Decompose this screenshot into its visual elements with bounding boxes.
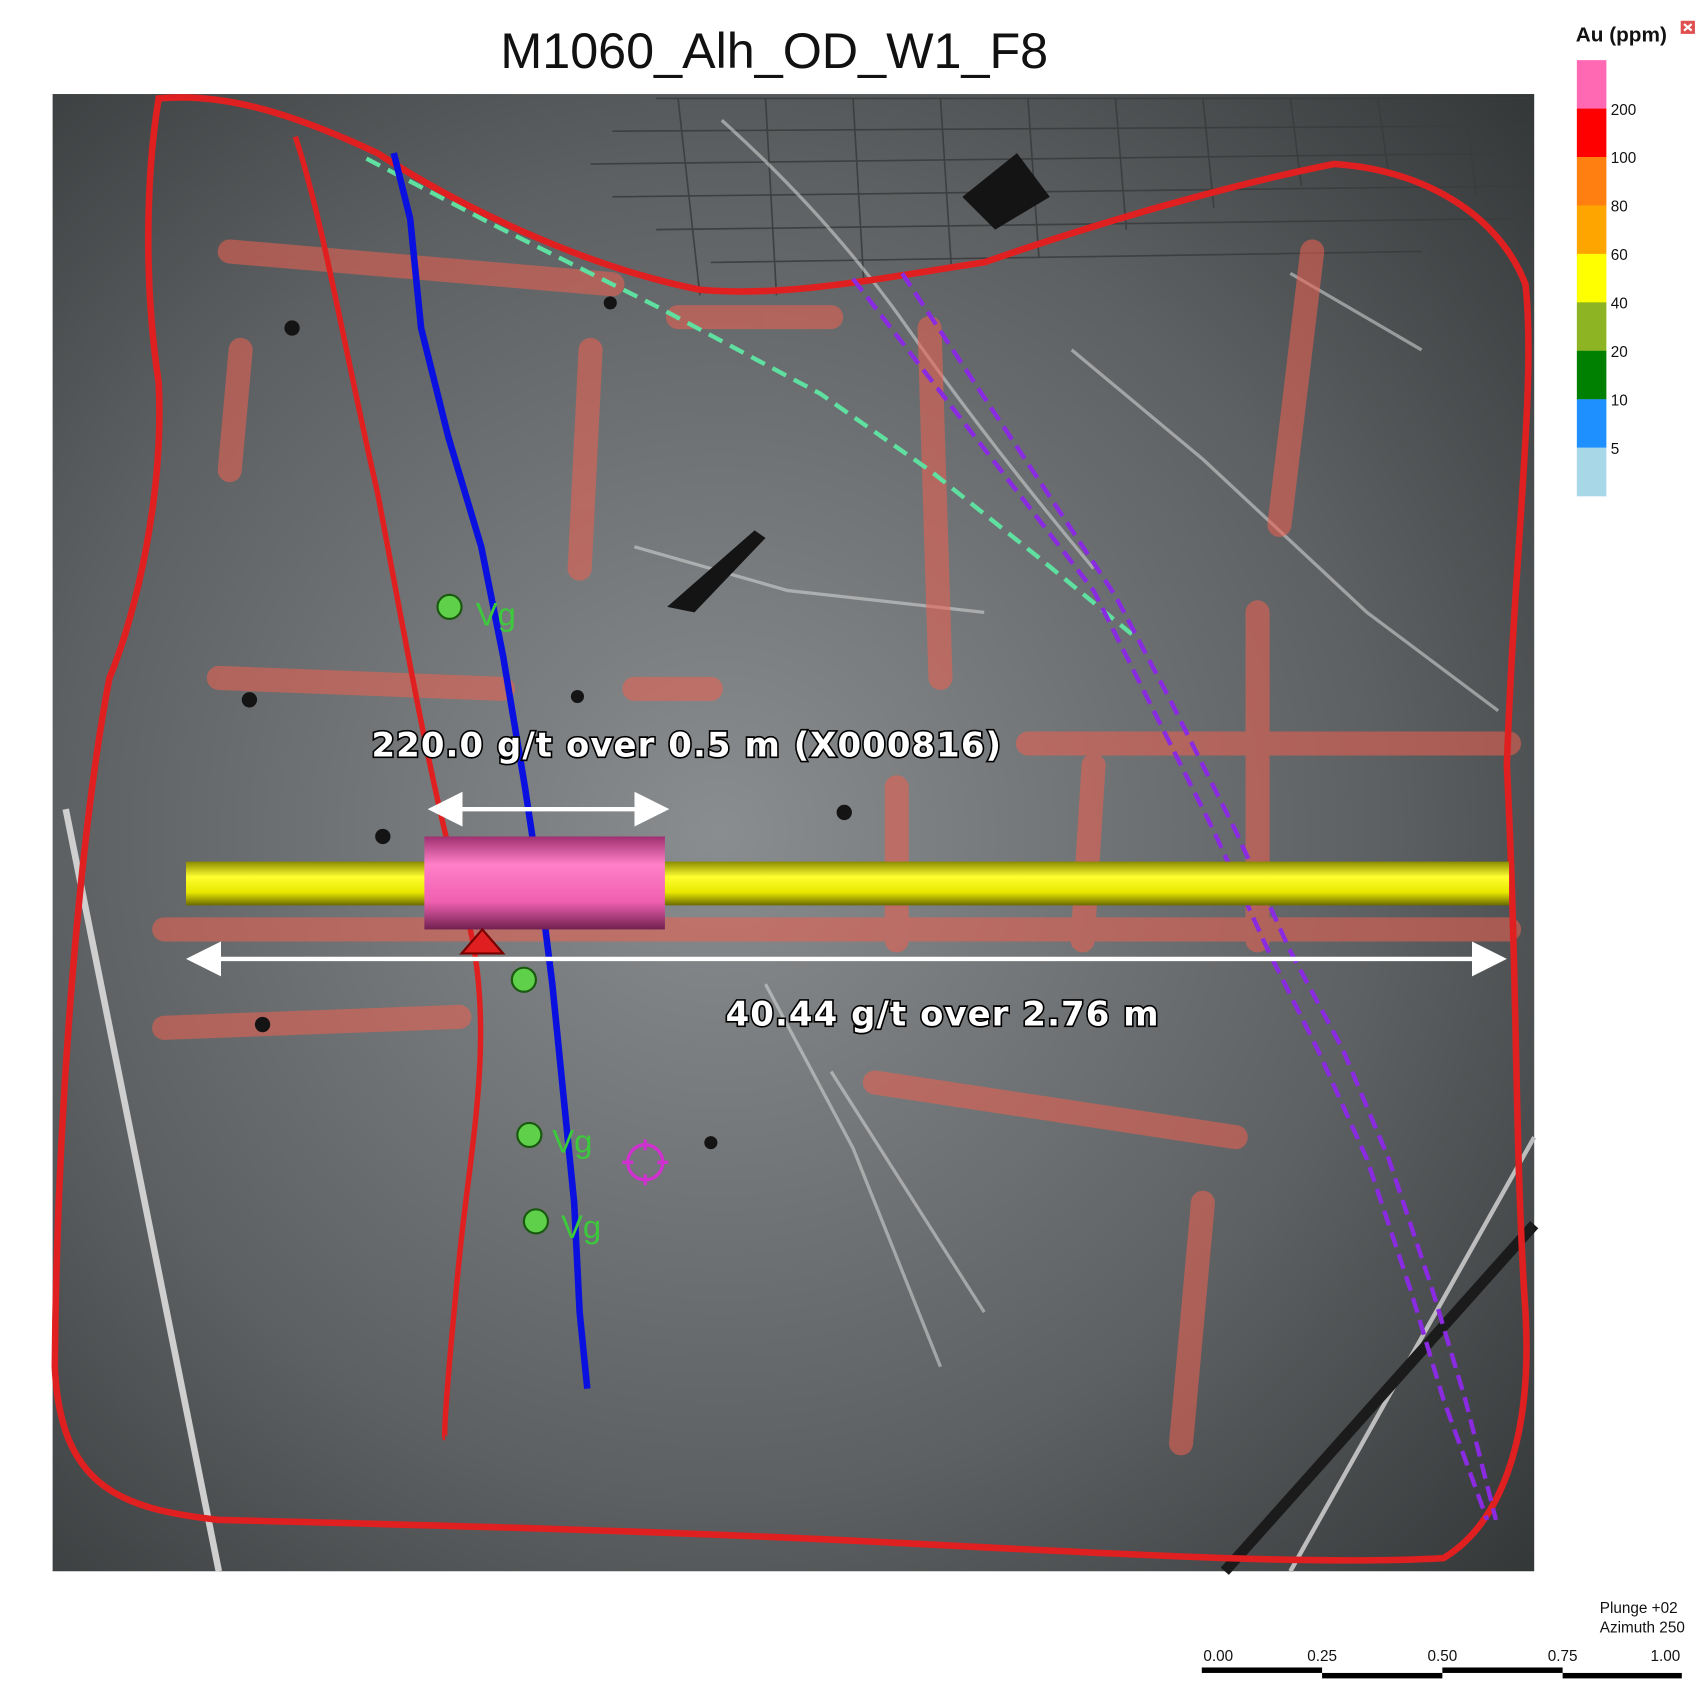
drillhole-interval-low[interactable] — [186, 861, 1510, 906]
scale-tick-label: 0.25 — [1307, 1648, 1337, 1665]
scale-bar: 0.00 0.25 0.50 0.75 1.00 — [1201, 1648, 1682, 1679]
legend: Au (ppm) 200 100 80 60 40 20 10 5 — [1576, 20, 1695, 497]
legend-swatch — [1576, 60, 1607, 109]
scale-tick-label: 1.00 — [1651, 1648, 1681, 1665]
vg-label: Vg — [561, 1208, 601, 1245]
legend-swatch — [1576, 157, 1607, 206]
legend-label: 80 — [1611, 199, 1628, 216]
scale-tick-label: 0.50 — [1427, 1648, 1457, 1665]
structure-dashed-a — [851, 277, 1490, 1521]
target-marker-icon — [622, 1139, 669, 1186]
plunge-label: Plunge +02 — [1600, 1600, 1678, 1617]
vg-point — [436, 593, 463, 620]
vg-point — [510, 966, 537, 993]
legend-swatch — [1576, 350, 1607, 400]
legend-close-button[interactable] — [1680, 20, 1695, 34]
legend-label: 10 — [1611, 392, 1628, 409]
legend-label: 20 — [1611, 344, 1628, 361]
azimuth-label: Azimuth 250 — [1600, 1619, 1685, 1636]
domain-outline — [51, 94, 1532, 1564]
legend-label: 200 — [1611, 102, 1637, 119]
contact-dashed — [365, 156, 1134, 636]
vg-point — [516, 1121, 543, 1149]
structure-dashed-b — [900, 272, 1499, 1521]
legend-swatch — [1576, 447, 1607, 497]
scale-tick-label: 0.00 — [1203, 1648, 1233, 1665]
visible-gold-markers: Vg Vg Vg — [436, 593, 601, 1245]
legend-swatch — [1576, 302, 1607, 351]
interval-high-label: 220.0 g/t over 0.5 m (X000816) — [372, 726, 1003, 765]
face-photo — [52, 94, 1539, 1575]
vg-label: Vg — [476, 595, 516, 632]
vg-label: Vg — [552, 1122, 592, 1159]
drillhole-interval-high[interactable] — [424, 836, 665, 930]
legend-label: 100 — [1611, 150, 1637, 167]
scale-tick-label: 0.75 — [1548, 1648, 1578, 1665]
vein-trace — [390, 152, 591, 1389]
legend-title: Au (ppm) — [1576, 24, 1667, 47]
vg-point — [522, 1208, 550, 1235]
legend-label: 5 — [1611, 441, 1620, 458]
legend-swatch — [1576, 205, 1607, 255]
interval-full-label: 40.44 g/t over 2.76 m — [726, 995, 1160, 1034]
figure-title: M1060_Alh_OD_W1_F8 — [500, 22, 1048, 79]
legend-swatch — [1576, 108, 1607, 158]
legend-label: 60 — [1611, 247, 1628, 264]
legend-swatch — [1576, 253, 1607, 303]
legend-swatch — [1576, 399, 1607, 448]
legend-label: 40 — [1611, 296, 1628, 313]
close-icon — [1683, 23, 1693, 32]
